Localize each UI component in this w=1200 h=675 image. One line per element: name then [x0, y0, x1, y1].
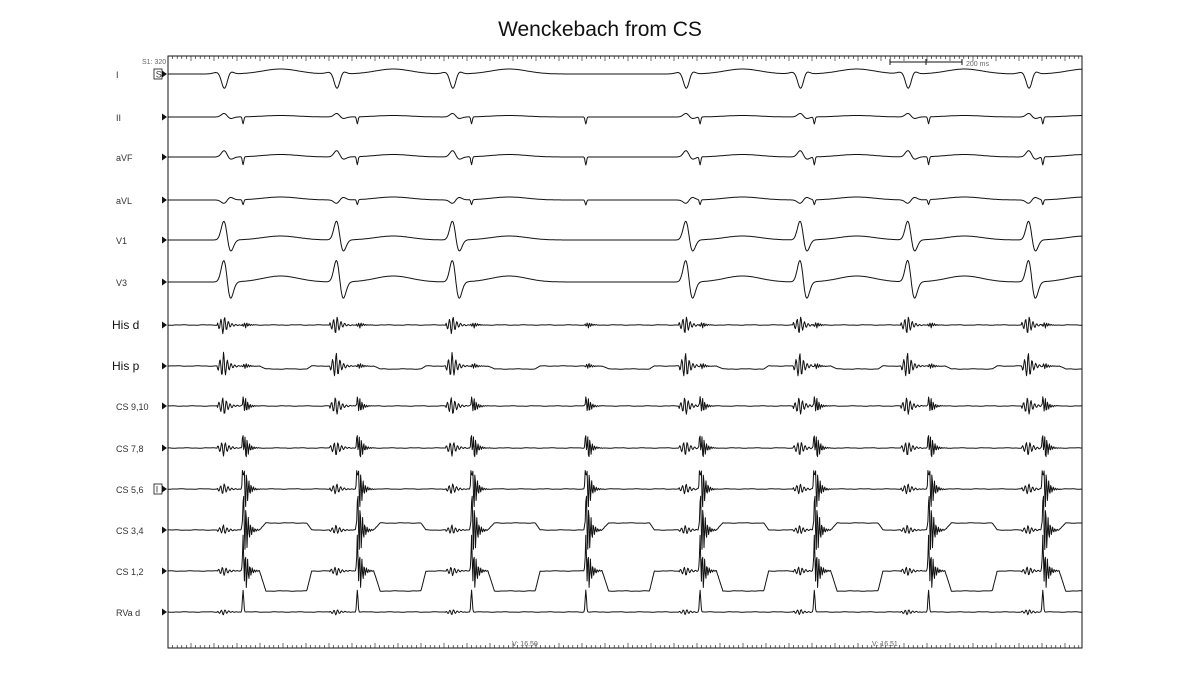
channel-trace-cs-1-2	[168, 534, 1082, 592]
chart-title: Wenckebach from CS	[498, 18, 702, 41]
channel-marker-cs-3-4	[162, 526, 167, 534]
channel-marker-avf	[162, 153, 167, 161]
channel-label-v1: V1	[116, 236, 127, 246]
channel-marker-cs-7-8	[162, 444, 167, 452]
channel-trace-ii	[168, 113, 1082, 125]
bottom-ruler-ticks	[167, 643, 1080, 648]
top-ruler-ticks	[167, 56, 1080, 61]
channel-marker-v1	[162, 236, 167, 244]
channel-label-cs-5-6: CS 5,6	[116, 485, 144, 495]
channel-trace-avf	[168, 150, 1083, 166]
channel-label-ii: II	[116, 113, 121, 123]
channel-badge-text-i: S	[156, 70, 162, 80]
channel-marker-his-p	[162, 362, 167, 370]
channel-marker-rva-d	[162, 608, 167, 616]
channel-label-cs-9-10: CS 9,10	[116, 402, 149, 412]
channel-marker-v3	[162, 278, 167, 286]
channel-badge-i	[153, 68, 163, 80]
channel-label-v3: V3	[116, 278, 127, 288]
channel-label-cs-1-2: CS 1,2	[116, 567, 144, 577]
channel-label-avf: aVF	[116, 153, 133, 163]
timestamp-label-1: V: 16.50	[512, 641, 538, 648]
channel-label-avl: aVL	[116, 196, 132, 206]
channel-marker-cs-5-6	[162, 485, 167, 493]
channel-label-his-d: His d	[112, 318, 139, 332]
channel-label-his-p: His p	[112, 359, 140, 373]
channel-marker-cs-9-10	[162, 402, 167, 410]
channel-label-i: I	[116, 70, 119, 80]
channel-markers: SI	[153, 68, 167, 616]
channel-trace-cs-9-10	[168, 396, 1083, 415]
scale-bar-line	[889, 59, 963, 65]
channel-trace-his-d	[168, 316, 1082, 335]
channel-trace-his-p	[167, 351, 1082, 377]
scale-bar-label: 200 ms	[966, 61, 989, 68]
channel-marker-cs-1-2	[162, 567, 167, 575]
channel-marker-avl	[162, 196, 167, 204]
recording-frame	[167, 55, 1083, 649]
channel-marker-his-d	[162, 321, 167, 329]
channel-trace-cs-5-6	[167, 470, 1082, 508]
channel-traces	[167, 68, 1083, 616]
timestamp-label-2: V: 16.51	[872, 641, 898, 648]
channel-marker-i	[162, 70, 167, 78]
bottom-ruler	[167, 643, 1080, 648]
channel-trace-i	[168, 68, 1082, 89]
channel-marker-ii	[162, 113, 167, 121]
channel-trace-rva-d	[168, 589, 1082, 616]
channel-trace-cs-7-8	[168, 435, 1083, 458]
channel-label-cs-7-8: CS 7,8	[116, 444, 144, 454]
channel-trace-cs-3-4	[168, 495, 1082, 550]
channel-trace-v1	[168, 220, 1082, 252]
channel-badge-cs-5-6	[153, 483, 163, 495]
channel-label-cs-3-4: CS 3,4	[116, 526, 144, 536]
scale-bar: 200 ms	[889, 59, 989, 68]
sweep-label: S1: 320	[142, 59, 166, 66]
top-ruler	[167, 56, 1080, 61]
channel-badge-text-cs-5-6: I	[156, 485, 159, 495]
channel-trace-avl	[168, 196, 1083, 206]
channel-trace-v3	[168, 259, 1082, 299]
channel-label-rva-d: RVa d	[116, 608, 140, 618]
